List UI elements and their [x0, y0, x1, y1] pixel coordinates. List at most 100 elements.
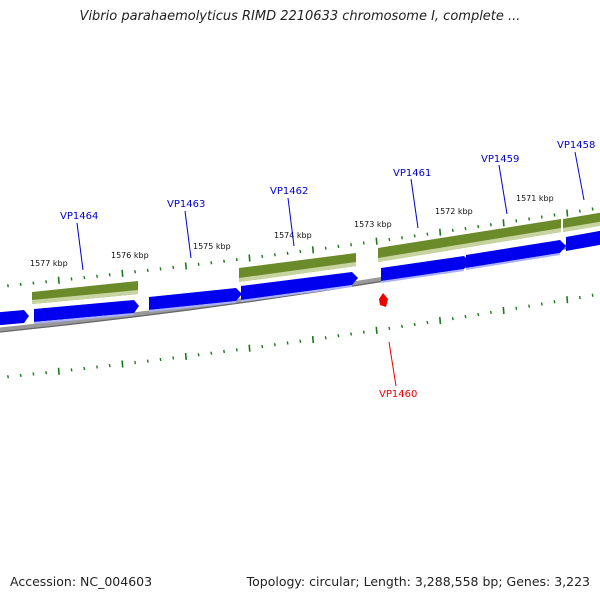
- scale-tick: [273, 343, 276, 347]
- scale-tick: [553, 300, 556, 304]
- scale-tick: [540, 302, 543, 306]
- scale-tick: [286, 251, 289, 255]
- scale-tick: [362, 241, 365, 245]
- gene-label[interactable]: VP1462: [270, 186, 308, 197]
- scale-tick: [311, 246, 315, 254]
- scale-tick: [362, 330, 365, 334]
- scale-tick: [146, 268, 149, 273]
- scale-tick: [413, 322, 416, 327]
- lower-scale-ticks: [7, 293, 594, 379]
- scale-tick: [489, 310, 492, 315]
- scale-tick: [57, 276, 60, 284]
- scale-tick: [223, 349, 225, 354]
- scale-tick: [7, 375, 9, 379]
- scale-tick: [426, 232, 429, 236]
- scale-tick: [502, 306, 505, 314]
- scale-tick: [426, 320, 429, 325]
- scale-tick: [553, 213, 556, 217]
- scale-tick: [223, 259, 225, 263]
- scale-tick: [210, 351, 213, 355]
- scale-tick: [388, 237, 391, 242]
- scale-tick: [197, 262, 200, 266]
- scale-tick: [19, 282, 22, 287]
- scale-tick: [273, 253, 276, 257]
- scale-tick: [96, 365, 98, 369]
- scale-tick: [172, 265, 175, 270]
- scale-tick: [57, 367, 60, 375]
- scale-label: 1573 kbp: [354, 220, 392, 229]
- scale-tick: [146, 359, 149, 363]
- scale-tick: [337, 244, 340, 249]
- scale-tick: [83, 366, 86, 371]
- scale-tick: [591, 207, 594, 211]
- accession-text: Accession: NC_004603: [10, 574, 153, 589]
- highlight-leader: [388, 341, 397, 387]
- scale-tick: [159, 357, 162, 362]
- gene-label[interactable]: VP1464: [60, 211, 98, 222]
- scale-tick: [528, 217, 531, 221]
- cds-track: [32, 212, 600, 304]
- scale-tick: [502, 219, 505, 227]
- scale-tick: [134, 360, 137, 365]
- scale-tick: [566, 296, 569, 304]
- scale-tick: [121, 360, 124, 368]
- gene-label[interactable]: VP1463: [167, 199, 205, 210]
- scale-tick: [451, 316, 454, 321]
- gene-label-highlighted[interactable]: VP1460: [379, 389, 417, 400]
- scale-tick: [566, 209, 569, 217]
- gene-arrow[interactable]: [566, 229, 600, 251]
- scale-tick: [134, 270, 137, 274]
- scale-tick: [108, 363, 111, 368]
- scale-tick: [45, 280, 48, 284]
- gene-labels: VP1464 VP1463 VP1462 VP1461 VP1459 VP145…: [60, 140, 595, 400]
- scale-tick: [337, 334, 340, 338]
- scale-tick: [464, 314, 467, 319]
- scale-tick: [477, 224, 480, 229]
- scale-tick: [515, 219, 518, 223]
- scale-tick: [413, 234, 416, 238]
- gene-label[interactable]: VP1459: [481, 154, 519, 165]
- scale-label: 1577 kbp: [30, 259, 68, 268]
- scale-tick: [7, 284, 9, 288]
- scale-tick: [210, 261, 213, 265]
- gene-arrow[interactable]: [241, 272, 358, 300]
- scale-tick: [591, 293, 594, 297]
- scale-tick: [261, 344, 264, 349]
- scale-tick: [83, 275, 86, 280]
- scale-tick: [324, 336, 327, 340]
- scale-tick: [489, 223, 492, 227]
- scale-tick: [197, 353, 200, 357]
- scale-tick: [528, 304, 531, 308]
- scale-label: 1576 kbp: [111, 251, 149, 260]
- topology-summary: Topology: circular; Length: 3,288,558 bp…: [246, 574, 590, 589]
- gene-arrow[interactable]: [34, 300, 139, 322]
- scale-tick: [375, 326, 378, 334]
- scale-tick: [248, 344, 251, 352]
- scale-tick: [388, 326, 391, 331]
- scale-label: 1571 kbp: [516, 194, 554, 203]
- scale-tick: [70, 368, 73, 372]
- gene-arrow[interactable]: [381, 256, 470, 281]
- scale-tick: [299, 339, 302, 343]
- gene-arrow[interactable]: [0, 310, 29, 326]
- scale-tick: [32, 372, 35, 376]
- scale-tick: [159, 267, 162, 271]
- scale-tick: [248, 254, 251, 262]
- scale-tick: [439, 317, 442, 325]
- gene-label[interactable]: VP1461: [393, 168, 431, 179]
- scale-tick: [578, 295, 581, 300]
- scale-tick: [45, 371, 48, 375]
- scale-tick: [401, 324, 403, 329]
- scale-tick: [172, 356, 175, 360]
- gene-arrow-highlighted[interactable]: [379, 293, 388, 307]
- scale-tick: [439, 228, 442, 236]
- map-title: Vibrio parahaemolyticus RIMD 2210633 chr…: [79, 9, 521, 24]
- scale-tick: [311, 335, 315, 344]
- upper-scale-ticks: [7, 207, 594, 288]
- gene-arrow[interactable]: [466, 240, 566, 268]
- scale-tick: [477, 312, 480, 317]
- gene-arrow[interactable]: [149, 288, 242, 310]
- gene-label[interactable]: VP1458: [557, 140, 595, 151]
- scale-tick: [235, 257, 238, 262]
